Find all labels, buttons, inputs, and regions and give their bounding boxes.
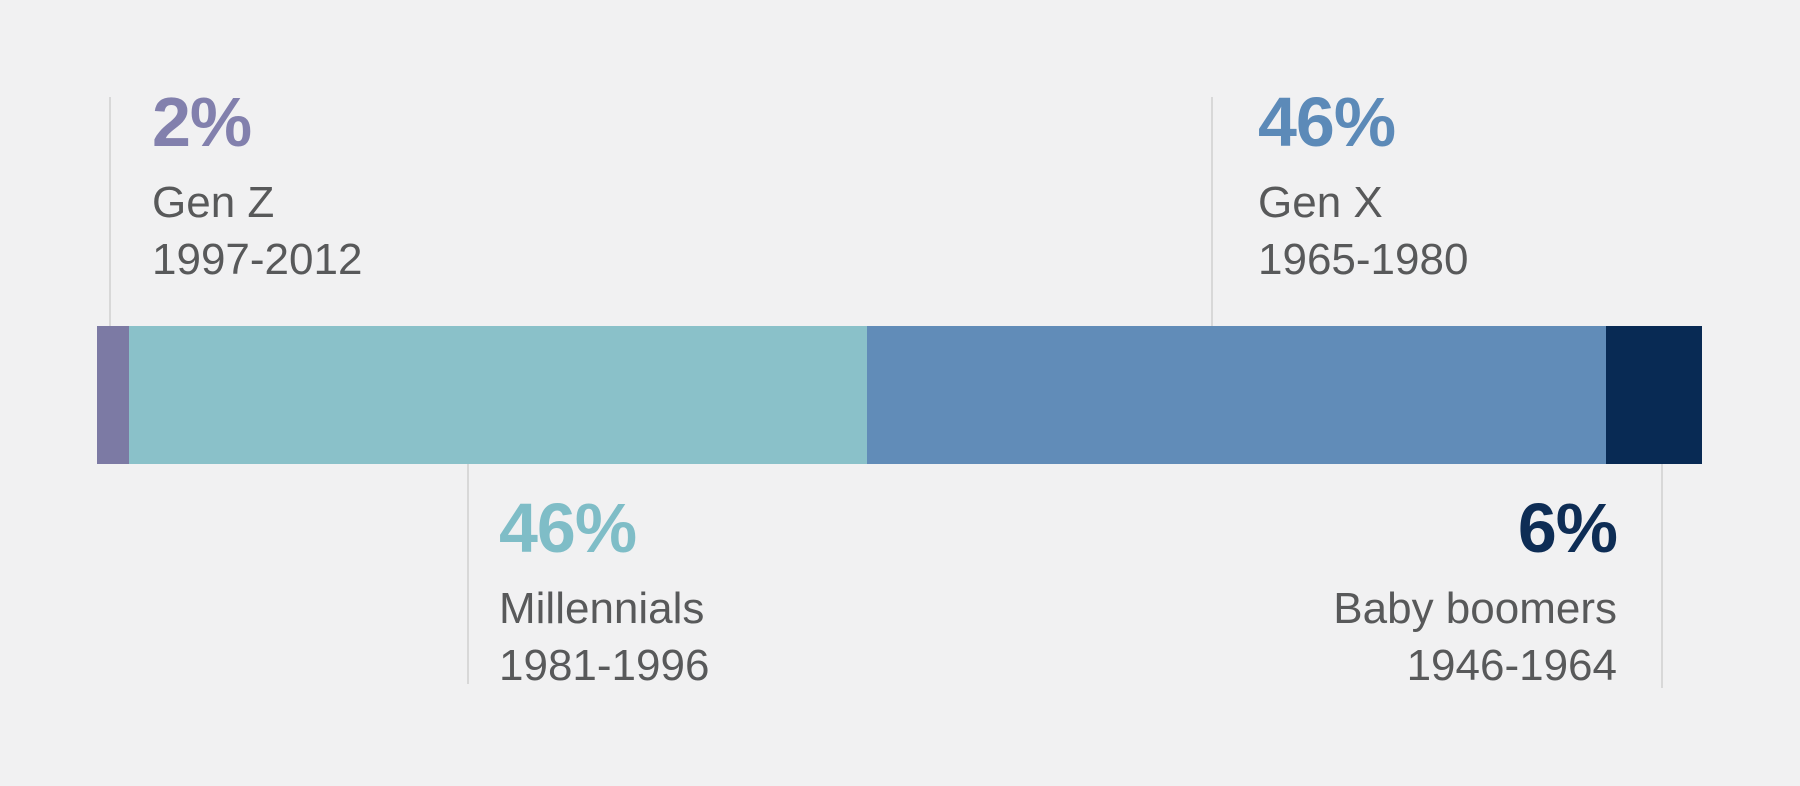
- stacked-bar: [97, 326, 1702, 464]
- bar-segment-millennials: [129, 326, 868, 464]
- millennials-years: 1981-1996: [499, 641, 710, 690]
- bar-segment-gen-x: [867, 326, 1606, 464]
- gen-x-name: Gen X: [1258, 178, 1383, 227]
- millennials-percent-value: 46%: [499, 489, 637, 567]
- connector-line-gen-z: [109, 97, 111, 326]
- label-group-baby-boomers: 6% Baby boomers 1946-1964: [1333, 489, 1618, 694]
- millennials-name: Millennials: [499, 584, 705, 633]
- connector-line-millennials: [467, 464, 469, 684]
- baby-boomers-percent-value: 6%: [1517, 489, 1618, 567]
- baby-boomers-years: 1946-1964: [1406, 641, 1617, 690]
- gen-z-percent-value: 2%: [152, 83, 252, 161]
- gen-x-percent-value: 46%: [1258, 83, 1396, 161]
- label-group-gen-x: 46% Gen X 1965-1980: [1258, 84, 1468, 288]
- baby-boomers-name: Baby boomers: [1333, 584, 1617, 633]
- gen-x-years: 1965-1980: [1258, 235, 1469, 284]
- bar-segment-gen-z: [97, 326, 130, 464]
- gen-z-years: 1997-2012: [152, 235, 363, 284]
- connector-line-baby-boomers: [1661, 464, 1663, 688]
- connector-line-gen-x: [1211, 97, 1213, 326]
- gen-z-name: Gen Z: [152, 178, 275, 227]
- bar-segment-baby-boomers: [1605, 326, 1702, 464]
- label-group-gen-z: 2% Gen Z 1997-2012: [152, 84, 362, 288]
- label-group-millennials: 46% Millennials 1981-1996: [499, 490, 709, 694]
